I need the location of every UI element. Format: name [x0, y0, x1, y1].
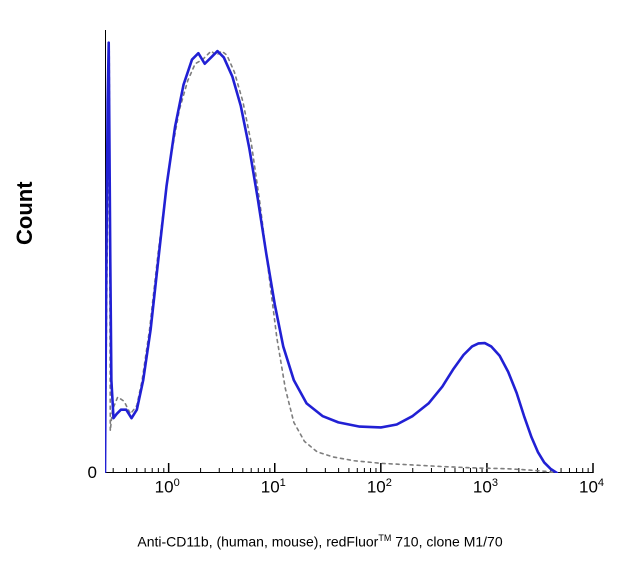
x-tick-label: 104	[579, 477, 604, 498]
y-tick-label: 0	[88, 463, 97, 483]
control-histogram-line	[105, 51, 556, 473]
trademark-superscript: TM	[378, 533, 391, 543]
x-tick-label: 103	[473, 477, 498, 498]
x-tick-label: 102	[367, 477, 392, 498]
x-tick-label: 101	[261, 477, 286, 498]
flow-cytometry-plot	[105, 28, 595, 473]
y-axis-label: Count	[12, 181, 38, 245]
x-axis-label-suffix: 710, clone M1/70	[391, 534, 502, 550]
figure-container: Count Anti-CD11b, (human, mouse), redFlu…	[0, 0, 640, 568]
x-tick-label: 100	[155, 477, 180, 498]
sample-histogram-line	[105, 43, 557, 473]
x-axis-label-prefix: Anti-CD11b, (human, mouse), redFluor	[137, 534, 378, 550]
x-axis-label: Anti-CD11b, (human, mouse), redFluorTM 7…	[0, 533, 640, 550]
